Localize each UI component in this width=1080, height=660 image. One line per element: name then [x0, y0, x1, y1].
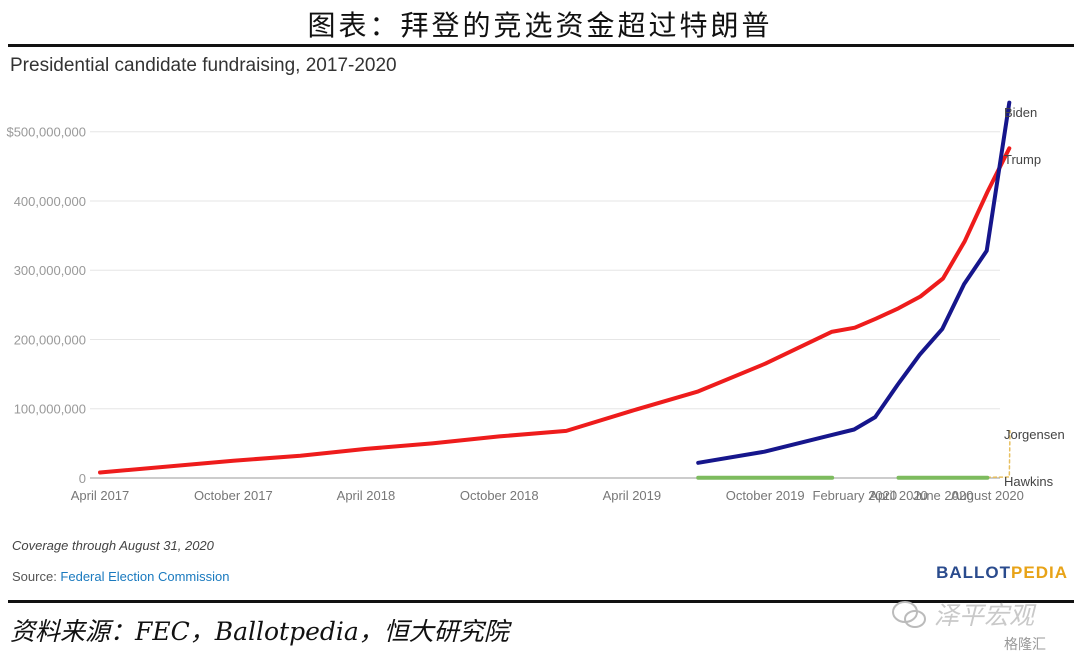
biden-line	[696, 100, 1012, 465]
biden-label: Biden	[1004, 105, 1037, 120]
footnote: 资料来源：FEC，Ballotpedia，恒大研究院	[10, 617, 509, 646]
fundraising-line-chart: 0 100,000,000 200,000,000 300,000,000 400,00…	[6, 100, 1065, 503]
jorgensen-label: Jorgensen	[1004, 427, 1065, 442]
y-tick-label: 100,000,000	[14, 402, 86, 417]
jorgensen-line	[986, 430, 1011, 479]
x-tick-label: April 2018	[337, 488, 396, 503]
source-label: Source:	[12, 569, 61, 584]
x-tick-label: April 2020	[869, 488, 928, 503]
x-tick-label: October 2018	[460, 488, 539, 503]
chart-title: Presidential candidate fundraising, 2017…	[10, 55, 397, 76]
series-labels: Trump Biden Jorgensen Hawkins	[1004, 105, 1065, 489]
axis-labels: 0 100,000,000 200,000,000 300,000,000 400,00…	[6, 125, 1023, 503]
top-rule	[8, 44, 1074, 47]
brand-part-2: PEDIA	[1011, 563, 1068, 582]
wechat-icon	[892, 601, 926, 628]
x-tick-label: October 2019	[726, 488, 805, 503]
x-tick-label: June 2020	[913, 488, 974, 503]
y-tick-label: 200,000,000	[14, 332, 86, 347]
x-tick-label: October 2017	[194, 488, 273, 503]
series-lines	[98, 100, 1012, 480]
y-tick-label: $500,000,000	[6, 125, 86, 140]
source-line: Source: Federal Election Commission	[12, 569, 230, 584]
ballotpedia-logo: BALLOTPEDIA	[936, 563, 1068, 583]
y-tick-label: 400,000,000	[14, 194, 86, 209]
hawkins-label: Hawkins	[1004, 474, 1054, 489]
trump-line	[98, 146, 1012, 475]
x-tick-label: April 2017	[71, 488, 130, 503]
bottom-rule	[8, 600, 1074, 603]
source-link[interactable]: Federal Election Commission	[60, 569, 230, 584]
trump-label: Trump	[1004, 152, 1041, 167]
brand-part-1: BALLOT	[936, 563, 1012, 582]
watermark: 泽平宏观 格隆汇	[888, 594, 1078, 658]
x-tick-label: August 2020	[951, 488, 1024, 503]
grid-lines	[90, 131, 1000, 479]
y-tick-label: 300,000,000	[14, 263, 86, 278]
coverage-note: Coverage through August 31, 2020	[12, 538, 214, 553]
report-title: 图表：拜登的竞选资金超过特朗普	[307, 9, 773, 42]
x-tick-label: February 2020	[813, 488, 898, 503]
watermark-text: 泽平宏观	[934, 601, 1035, 630]
x-tick-label: April 2019	[603, 488, 662, 503]
y-tick-label: 0	[79, 471, 86, 486]
watermark-badge: 格隆汇	[1004, 637, 1046, 653]
